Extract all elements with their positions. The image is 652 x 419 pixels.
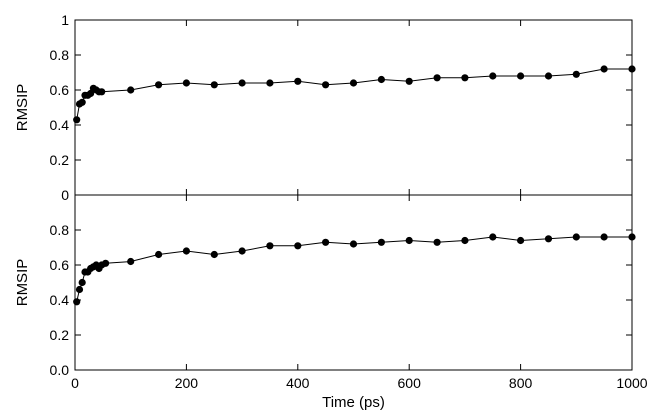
y-axis-label: RMSIP <box>14 84 31 132</box>
data-point <box>155 250 163 259</box>
data-point <box>238 247 246 255</box>
x-tick-label: 400 <box>286 375 310 391</box>
data-point <box>78 98 86 106</box>
data-point <box>182 79 190 87</box>
y-axis-label: RMSIP <box>14 259 31 307</box>
data-point <box>461 74 469 82</box>
panel-frame <box>74 194 633 371</box>
data-point <box>182 247 190 255</box>
data-point <box>127 257 135 266</box>
y-tick-label: 0.0 <box>50 362 70 378</box>
data-point <box>572 233 580 241</box>
data-point <box>98 88 106 96</box>
data-point <box>544 72 553 80</box>
data-point <box>210 81 218 89</box>
y-tick-label: 0.4 <box>50 292 70 308</box>
data-point <box>75 285 84 294</box>
data-point <box>628 233 636 241</box>
x-tick-label: 800 <box>509 375 533 391</box>
data-point <box>266 79 274 87</box>
data-point <box>349 79 358 87</box>
data-point <box>73 298 81 306</box>
x-tick-label: 0 <box>71 375 79 391</box>
data-point <box>349 240 358 248</box>
data-point <box>377 238 385 246</box>
panel-frame <box>74 19 633 196</box>
data-point <box>78 278 86 287</box>
y-tick-label: 0.4 <box>50 117 70 133</box>
x-axis-label: Time (ps) <box>322 394 385 411</box>
data-point <box>210 250 218 259</box>
data-point <box>377 75 385 84</box>
y-tick-label: 1 <box>61 12 69 28</box>
y-tick-label: 0.6 <box>50 257 70 273</box>
data-point <box>155 81 163 89</box>
data-point <box>322 238 330 246</box>
data-point <box>517 236 525 245</box>
data-point <box>572 70 580 78</box>
data-point <box>628 65 636 73</box>
panel-2: 0.0 0.2 0.4 0.6 0.8 0 200 400 600 800 1000 RMSIP Tim… <box>14 194 648 411</box>
y-tick-label: 0.2 <box>50 152 70 168</box>
data-point <box>127 86 135 94</box>
x-tick-label: 600 <box>398 375 422 391</box>
data-point <box>405 77 413 85</box>
y-tick-label: 0 <box>61 187 69 203</box>
data-point <box>433 238 441 246</box>
data-point <box>544 235 553 243</box>
y-tick-label: 0.8 <box>50 222 70 238</box>
data-point <box>266 242 274 250</box>
data-point <box>294 242 302 250</box>
x-tick-label: 200 <box>175 375 199 391</box>
y-tick-label: 0.2 <box>50 327 70 343</box>
data-point <box>238 79 246 87</box>
data-point <box>405 236 413 245</box>
data-point <box>461 236 469 245</box>
data-point <box>294 77 302 85</box>
data-point <box>489 233 497 241</box>
data-point <box>433 74 441 82</box>
x-tick-label: 1000 <box>616 375 647 391</box>
data-point <box>600 233 608 241</box>
y-tick-label: 0.8 <box>50 47 70 63</box>
data-point <box>600 65 608 73</box>
y-tick-label: 0.6 <box>50 82 70 98</box>
data-point <box>489 72 497 80</box>
data-point <box>73 116 81 124</box>
data-point <box>102 259 110 267</box>
data-point <box>517 72 525 80</box>
data-point <box>322 81 330 89</box>
panel-1: 0 0.2 0.4 0.6 0.8 1 RMSIP <box>14 12 636 203</box>
